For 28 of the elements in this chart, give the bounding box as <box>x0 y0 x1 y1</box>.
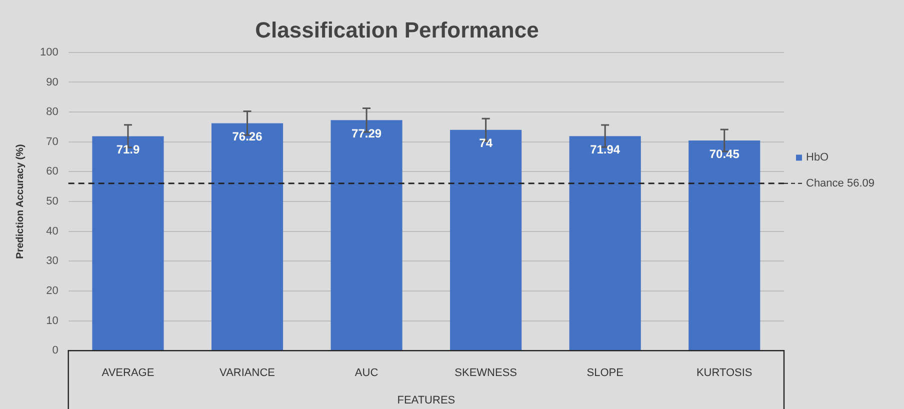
y-tick-label: 100 <box>40 46 58 58</box>
x-axis-title: FEATURES <box>397 394 456 406</box>
y-tick-label: 20 <box>46 284 58 297</box>
y-tick-label: 0 <box>52 344 58 357</box>
data-label: 70.45 <box>709 146 740 161</box>
data-label: 77.29 <box>352 126 382 140</box>
y-tick-label: 90 <box>46 76 58 88</box>
ref-line-label: Chance 56.09 <box>806 177 874 190</box>
y-tick-label: 80 <box>46 106 58 118</box>
x-tick-label: SKEWNESS <box>454 367 517 380</box>
y-tick-label: 50 <box>46 196 58 208</box>
x-tick-label: KURTOSIS <box>696 367 752 380</box>
data-label: 76.26 <box>232 130 263 144</box>
y-tick-label: 40 <box>46 225 58 238</box>
x-tick-label: VARIANCE <box>220 367 275 380</box>
y-tick-label: 60 <box>46 166 58 178</box>
x-tick-label: AVERAGE <box>102 367 154 380</box>
legend-label: HbO <box>806 152 830 164</box>
y-axis-title: Prediction Accuracy (%) <box>14 144 26 259</box>
y-tick-label: 70 <box>46 136 58 148</box>
y-tick-label: 30 <box>46 255 58 268</box>
x-tick-label: AUC <box>354 367 378 380</box>
chart-title: Classification Performance <box>255 17 539 42</box>
data-label: 71.94 <box>590 142 620 156</box>
y-tick-label: 10 <box>46 314 58 327</box>
data-label: 74 <box>479 136 493 150</box>
data-label: 71.9 <box>116 142 140 157</box>
x-tick-label: SLOPE <box>586 367 624 380</box>
